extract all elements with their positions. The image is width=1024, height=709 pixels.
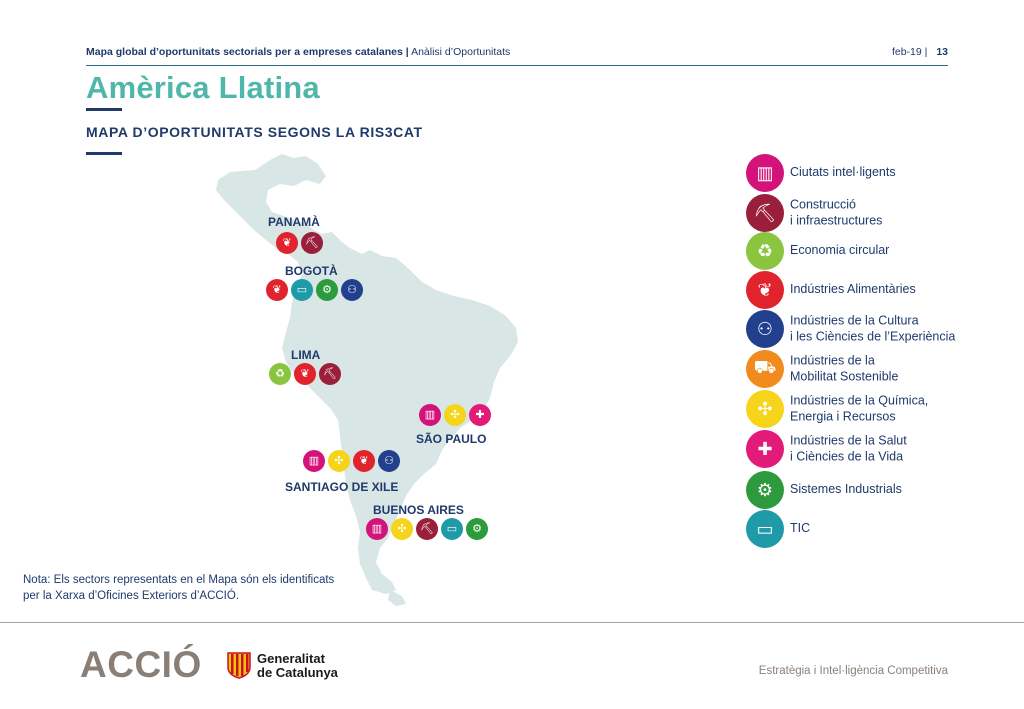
map-note: Nota: Els sectors representats en el Map… [23,574,335,602]
header-subtitle: Anàlisi d’Oportunitats [411,46,511,58]
legend-item-tic: ▭ TIC [746,510,1006,548]
accio-logo: ACCIÓ [80,644,202,685]
gears-icon: ⚙ [316,279,338,301]
legend-item-alimentaries: ❦ Indústries Alimentàries [746,271,1006,309]
recycle-icon: ♻ [269,363,291,385]
legend-item-salut: ✚ Indústries de la Salut i Ciències de la … [746,430,1006,468]
section-subtitle: MAPA D’OPORTUNITATS SEGONS LA RIS3CAT [86,124,423,140]
legend-item-cultura: ⚇ Indústries de la Cultura i les Ciències … [746,310,1006,348]
header-date: feb-19 [891,46,922,58]
header-date-separator: | [924,46,928,58]
excavator-icon: ⛏ [416,518,438,540]
legend-item-sistemes: ⚙ Sistemes Industrials [746,471,1006,509]
subtitle-underline [86,152,122,155]
generalitat-line1: Generalitat [257,651,325,666]
building-icon: ▥ [419,404,441,426]
wheat-icon: ❦ [276,232,298,254]
city-label-sao-paulo: SÃO PAULO [416,432,487,446]
city-label-bogota: BOGOTÀ [285,264,338,278]
building-icon: ▥ [746,154,784,192]
gears-icon: ⚙ [746,471,784,509]
footer-divider [0,622,1024,623]
wheat-icon: ❦ [746,271,784,309]
city-label-buenos-aires: BUENOS AIRES [373,503,464,517]
computer-icon: ▭ [746,510,784,548]
excavator-icon: ⛏ [319,363,341,385]
footer-tagline: Estratègia i Intel·ligència Competitiva [758,665,948,677]
legend-item-construccio: ⛏ Construcció i infraestructures [746,194,1006,232]
legend-label: Ciutats intel·ligents [790,165,896,180]
legend-label: Sistemes Industrials [790,482,902,497]
header-meta: feb-19 | 13 [892,46,948,58]
computer-icon: ▭ [441,518,463,540]
legend-label: Indústries de la Cultura i les Ciències d… [790,313,956,343]
header-separator: | [405,46,409,58]
legend-label: TIC [790,521,811,536]
city-sectors-bogota: ❦ ▭ ⚙ ⚇ [266,279,363,301]
legend-label: Construcció i infraestructures [790,197,883,227]
wheat-icon: ❦ [266,279,288,301]
car-icon: ⛟ [746,350,784,388]
wind-turbine-icon: ✣ [391,518,413,540]
wheat-icon: ❦ [294,363,316,385]
city-sectors-lima: ♻ ❦ ⛏ [269,363,341,385]
medical-case-icon: ✚ [469,404,491,426]
excavator-icon: ⛏ [746,194,784,232]
legend-label: Indústries de la Salut i Ciències de la V… [790,433,907,463]
computer-icon: ▭ [291,279,313,301]
latin-america-map [216,154,518,606]
legend-label: Indústries de la Química, Energia i Recur… [790,393,929,423]
legend-item-ciutats: ▥ Ciutats intel·ligents [746,154,1006,192]
gears-icon: ⚙ [466,518,488,540]
city-sectors-buenos-aires: ▥ ✣ ⛏ ▭ ⚙ [366,518,488,540]
city-sectors-panama: ❦ ⛏ [276,232,323,254]
city-label-santiago-de-xile: SANTIAGO DE XILE [285,480,399,494]
title-underline [86,108,122,111]
wheat-icon: ❦ [353,450,375,472]
legend-label: Economia circular [790,243,890,258]
city-label-lima: LIMA [291,348,321,362]
legend-label: Indústries Alimentàries [790,282,916,297]
legend-item-mobilitat: ⛟ Indústries de la Mobilitat Sostenible [746,350,1006,388]
city-sectors-santiago-de-xile: ▥ ✣ ❦ ⚇ [303,450,400,472]
people-icon: ⚇ [378,450,400,472]
page-title: Amèrica Llatina [86,70,320,105]
header-title-block: Mapa global d’oportunitats sectorials pe… [86,46,510,58]
people-icon: ⚇ [746,310,784,348]
header-title: Mapa global d’oportunitats sectorials pe… [86,46,403,58]
legend-item-quimica: ✣ Indústries de la Química, Energia i Recu… [746,390,1006,428]
page-header: Mapa global d’oportunitats sectorials pe… [86,46,948,66]
medical-case-icon: ✚ [746,430,784,468]
excavator-icon: ⛏ [301,232,323,254]
generalitat-shield-icon [227,652,251,679]
wind-turbine-icon: ✣ [328,450,350,472]
legend-label: Indústries de la Mobilitat Sostenible [790,353,899,383]
wind-turbine-icon: ✣ [444,404,466,426]
people-icon: ⚇ [341,279,363,301]
building-icon: ▥ [366,518,388,540]
generalitat-line2: de Catalunya [257,665,338,681]
city-sectors-sao-paulo: ▥ ✣ ✚ [419,404,491,426]
recycle-icon: ♻ [746,232,784,270]
page-number: 13 [936,46,948,58]
city-label-panama: PANAMÀ [268,215,320,229]
generalitat-logo-text: Generalitat de Catalunya [257,651,338,681]
wind-turbine-icon: ✣ [746,390,784,428]
building-icon: ▥ [303,450,325,472]
legend-item-economia: ♻ Economia circular [746,232,1006,270]
